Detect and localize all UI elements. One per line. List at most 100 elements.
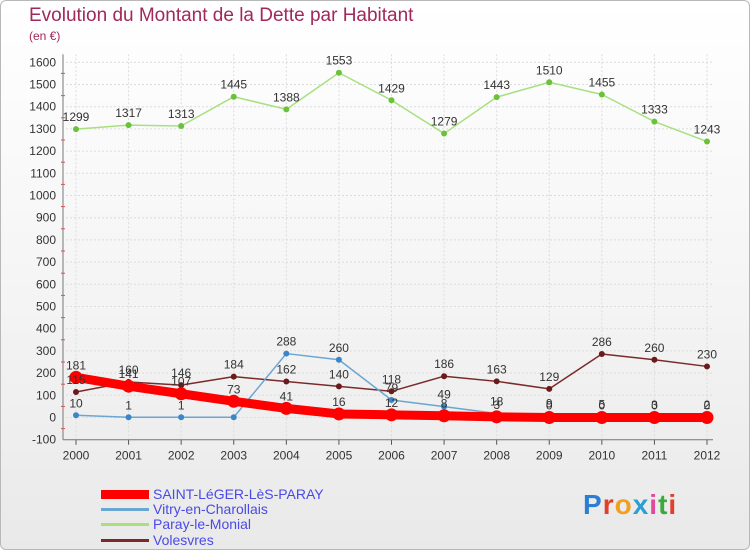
data-point bbox=[704, 138, 710, 145]
data-point bbox=[490, 410, 504, 424]
data-point bbox=[388, 396, 395, 403]
data-point bbox=[335, 69, 342, 76]
data-label: 1333 bbox=[641, 103, 668, 117]
legend-item-volesvres: Volesvres bbox=[101, 532, 214, 548]
data-label: 16 bbox=[332, 395, 346, 409]
data-point bbox=[335, 356, 342, 363]
data-label: 140 bbox=[329, 367, 349, 381]
data-point bbox=[441, 403, 448, 410]
legend-label: SAINT-LéGER-LèS-PARAY bbox=[153, 486, 324, 502]
data-label: 0 bbox=[704, 399, 711, 413]
x-tick-label: 2007 bbox=[431, 449, 458, 463]
y-tick-label: 800 bbox=[36, 233, 56, 247]
legend-label: Vitry-en-Charollais bbox=[153, 501, 268, 517]
data-point bbox=[178, 123, 185, 130]
data-label: 8 bbox=[441, 397, 448, 411]
data-label: 0 bbox=[546, 399, 553, 413]
data-label: 107 bbox=[171, 375, 191, 389]
y-tick-label: 400 bbox=[36, 322, 56, 336]
y-tick-label: 1500 bbox=[29, 78, 56, 92]
x-tick-label: 2001 bbox=[115, 449, 142, 463]
data-label: 49 bbox=[437, 388, 451, 402]
data-point bbox=[546, 385, 553, 392]
data-label: 41 bbox=[280, 389, 294, 403]
data-point bbox=[125, 122, 132, 129]
legend-swatch-paray bbox=[101, 522, 149, 526]
x-tick-label: 2006 bbox=[378, 449, 405, 463]
data-label: 1510 bbox=[536, 63, 563, 77]
legend-item-paray: Paray-le-Monial bbox=[101, 516, 251, 532]
legend-swatch-vitry bbox=[101, 507, 149, 511]
data-label: 162 bbox=[276, 363, 296, 377]
data-label: 286 bbox=[592, 335, 612, 349]
y-tick-label: 1000 bbox=[29, 189, 56, 203]
y-tick-label: 1300 bbox=[29, 122, 56, 136]
y-tick-label: 1600 bbox=[29, 55, 56, 69]
data-label: 1279 bbox=[431, 115, 458, 129]
y-tick-label: 1400 bbox=[29, 100, 56, 114]
proxiti-logo: Proxiti bbox=[583, 489, 678, 520]
y-tick-label: 1200 bbox=[29, 144, 56, 158]
data-point bbox=[385, 408, 398, 422]
data-label: 1 bbox=[178, 398, 185, 412]
data-label: 230 bbox=[697, 347, 717, 361]
y-tick-label: 600 bbox=[36, 277, 56, 291]
data-point bbox=[73, 126, 79, 133]
x-tick-label: 2010 bbox=[588, 449, 615, 463]
x-tick-label: 2012 bbox=[694, 449, 721, 463]
y-tick-label: 300 bbox=[36, 344, 56, 358]
data-point bbox=[178, 414, 185, 421]
data-label: 163 bbox=[487, 362, 507, 376]
x-tick-label: 2003 bbox=[220, 449, 247, 463]
data-point bbox=[125, 414, 132, 421]
data-label: 18 bbox=[490, 395, 504, 409]
data-point bbox=[651, 118, 658, 125]
data-point bbox=[598, 91, 605, 98]
data-label: 1317 bbox=[115, 106, 142, 120]
x-tick-label: 2009 bbox=[536, 449, 563, 463]
data-label: 186 bbox=[434, 357, 454, 371]
data-label: 73 bbox=[227, 382, 241, 396]
data-label: 260 bbox=[644, 341, 664, 355]
data-point bbox=[174, 387, 188, 401]
data-label: 9 bbox=[546, 397, 553, 411]
data-point bbox=[647, 411, 661, 424]
data-point bbox=[73, 412, 79, 419]
data-label: 5 bbox=[598, 397, 605, 411]
data-label: 3 bbox=[651, 398, 658, 412]
legend-swatch-saint-leger bbox=[101, 489, 149, 499]
data-label: 129 bbox=[539, 370, 559, 384]
data-point bbox=[73, 388, 79, 395]
data-label: 79 bbox=[385, 381, 399, 395]
data-point bbox=[335, 383, 342, 390]
data-point bbox=[279, 401, 293, 415]
data-point bbox=[178, 382, 185, 389]
y-tick-label: 200 bbox=[36, 366, 56, 380]
data-label: 0 bbox=[598, 399, 605, 413]
y-tick-label: 1100 bbox=[30, 166, 56, 180]
data-point bbox=[704, 363, 710, 370]
chart-title: Evolution du Montant de la Dette par Hab… bbox=[29, 5, 414, 26]
data-point bbox=[493, 94, 500, 101]
y-tick-label: -100 bbox=[32, 433, 56, 447]
legend-swatch-volesvres bbox=[101, 538, 149, 542]
legend-label: Volesvres bbox=[153, 532, 214, 548]
data-label: 141 bbox=[119, 367, 139, 381]
data-label: 1429 bbox=[378, 81, 405, 95]
data-point bbox=[546, 79, 553, 86]
data-point bbox=[493, 378, 500, 385]
axes: -100010020030040050060070080090010001100… bbox=[29, 54, 721, 463]
data-label: 1299 bbox=[63, 110, 90, 124]
data-label: 115 bbox=[66, 373, 85, 387]
data-label: 0 bbox=[651, 399, 658, 413]
data-point bbox=[651, 356, 658, 363]
data-point bbox=[332, 407, 346, 421]
data-label: 260 bbox=[329, 341, 349, 355]
data-label: 2 bbox=[704, 398, 711, 412]
data-point bbox=[437, 409, 451, 423]
data-label: 1455 bbox=[588, 75, 615, 89]
legend-label: Paray-le-Monial bbox=[153, 516, 252, 532]
legend-item-vitry: Vitry-en-Charollais bbox=[101, 501, 268, 517]
